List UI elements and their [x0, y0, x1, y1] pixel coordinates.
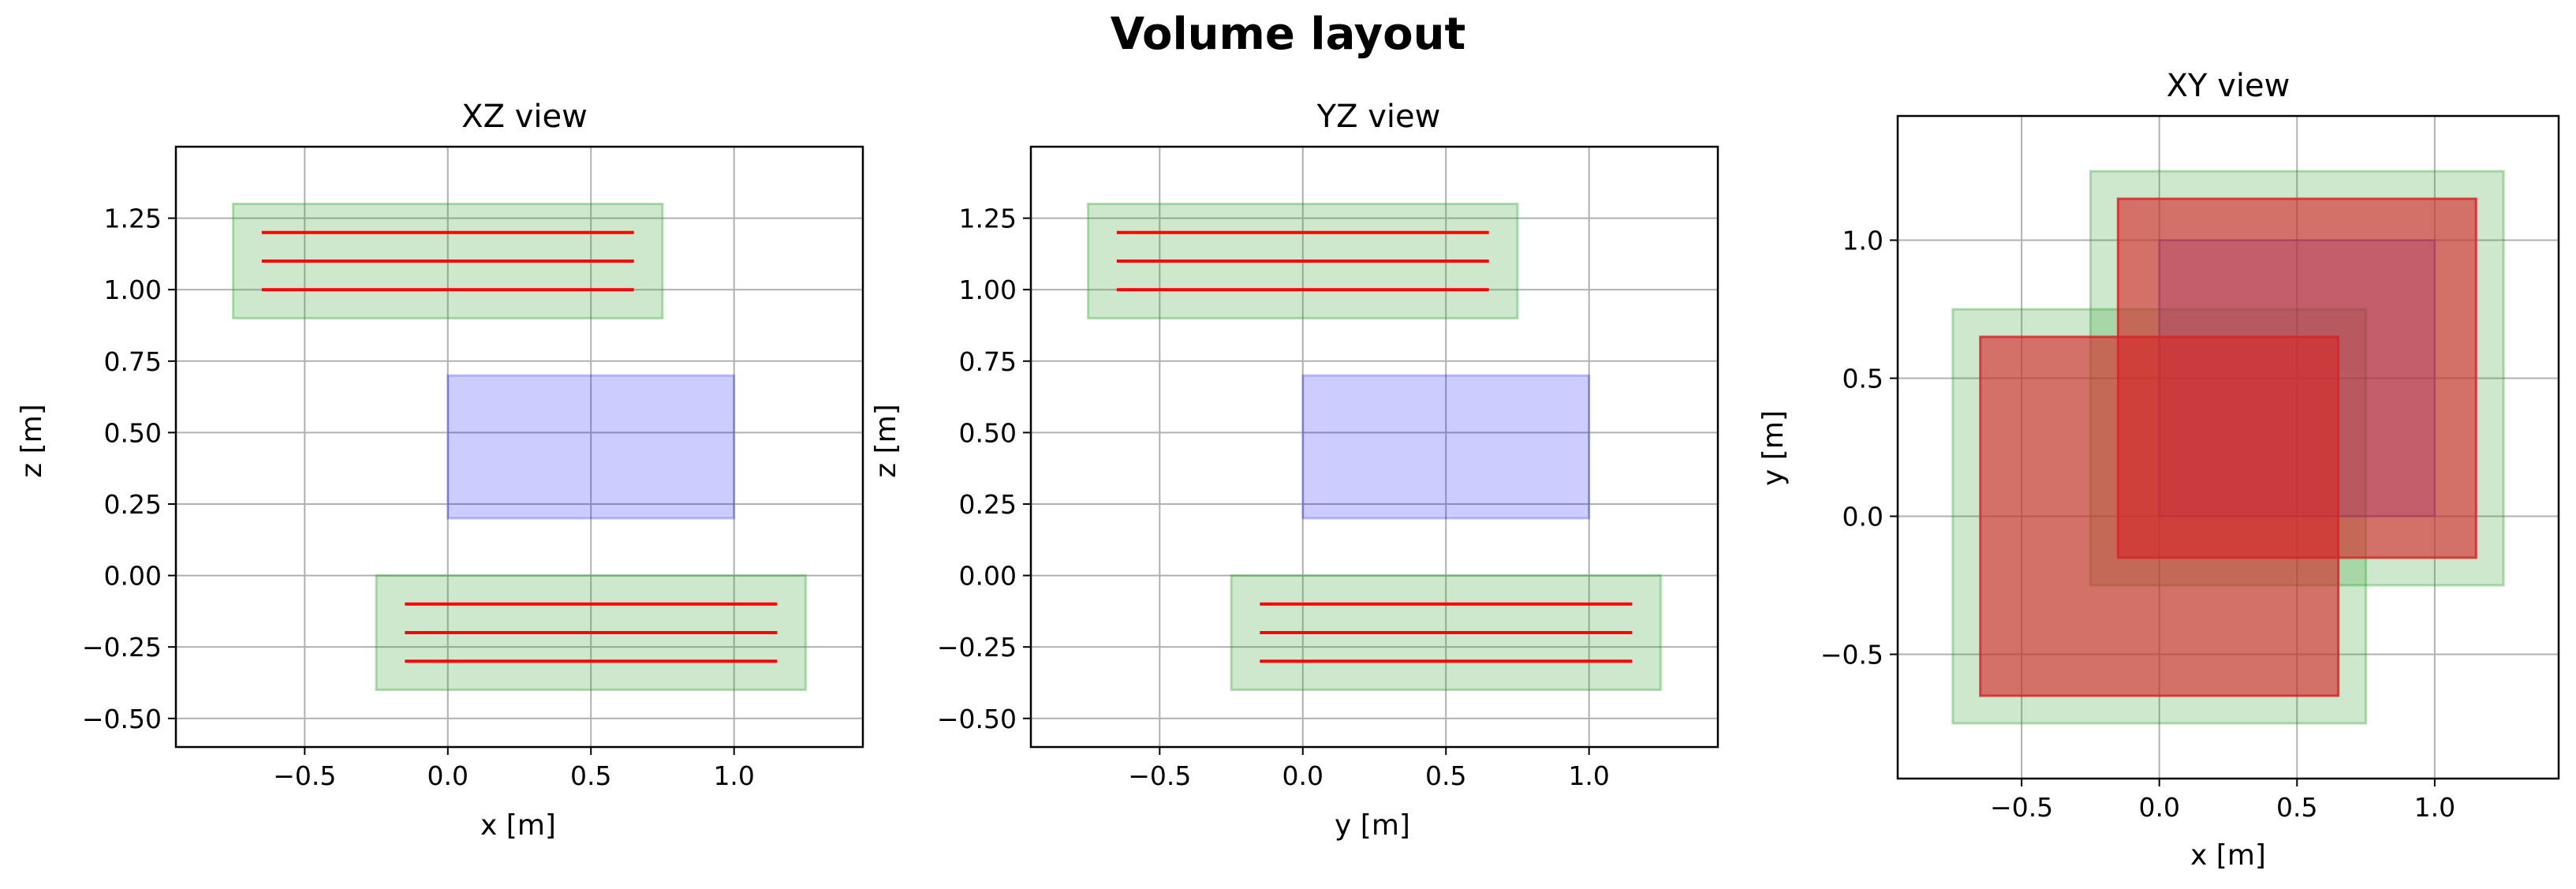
y-axis-label: z [m] [16, 404, 48, 478]
x-tick-label: 0.5 [2276, 792, 2317, 823]
x-tick-label: −0.5 [1128, 760, 1191, 791]
y-tick-label: 1.25 [959, 204, 1017, 234]
y-tick-label: 0.00 [104, 561, 162, 592]
y-tick-label: 0.00 [959, 561, 1017, 592]
axes-frame [1029, 145, 1719, 749]
xy-view-panel: XY view x [m] y [m] −0.5 0.0 0.5 1.0 −0.5 0.0… [1757, 68, 2560, 872]
x-tick-label: 0.5 [1425, 760, 1466, 791]
figure-title: Volume layout [1111, 9, 1466, 60]
y-tick-label: 0.50 [104, 417, 162, 448]
y-tick-label: −0.25 [82, 632, 162, 663]
y-tick-label: −0.5 [1820, 640, 1883, 670]
y-tick-label: −0.50 [937, 704, 1017, 734]
y-tick-label: −0.25 [937, 632, 1017, 663]
x-tick-label: 1.0 [1568, 760, 1609, 791]
y-tick-label: 0.75 [959, 346, 1017, 377]
y-tick-label: 0.75 [104, 346, 162, 377]
xz-view-panel: XZ view x [m] z [m] −0.5 0.0 0.5 1.0 −0.50 −0… [16, 99, 864, 842]
x-tick-label: 0.5 [570, 760, 611, 791]
x-tick-label: 1.0 [2414, 792, 2455, 823]
x-tick-label: 0.0 [1282, 760, 1323, 791]
panel-title: XY view [2167, 68, 2290, 104]
y-tick-label: −0.50 [82, 704, 162, 734]
x-axis-label: y [m] [1335, 809, 1410, 842]
x-tick-label: 0.0 [2138, 792, 2179, 823]
y-axis-label: y [m] [1757, 410, 1790, 486]
y-tick-label: 0.5 [1842, 364, 1883, 394]
axes-frame [1896, 114, 2560, 780]
x-axis-label: x [m] [2190, 839, 2266, 872]
blue-volume-rect [446, 374, 736, 520]
blue-volume-rect [1301, 374, 1591, 520]
y-tick-label: 1.00 [104, 275, 162, 305]
y-tick-label: 0.25 [959, 489, 1017, 520]
y-tick-label: 1.25 [104, 204, 162, 234]
yz-view-panel: YZ view y [m] z [m] −0.5 0.0 0.5 1.0 −0.50 −0… [870, 99, 1719, 842]
panel-title: YZ view [1316, 99, 1441, 135]
x-tick-label: −0.5 [1990, 792, 2053, 823]
x-tick-label: −0.5 [273, 760, 336, 791]
panel-title: XZ view [461, 99, 588, 135]
x-tick-label: 0.0 [427, 760, 469, 791]
y-tick-label: 0.25 [104, 489, 162, 520]
y-axis-label: z [m] [870, 404, 902, 478]
y-tick-label: 1.00 [959, 275, 1017, 305]
red-volume-rect [1979, 335, 2340, 697]
plot-area [1031, 147, 1718, 747]
y-tick-label: 0.0 [1842, 502, 1883, 532]
plot-area [176, 147, 863, 747]
x-axis-label: x [m] [480, 809, 556, 842]
y-tick-label: 0.50 [959, 417, 1017, 448]
x-tick-label: 1.0 [713, 760, 754, 791]
axes-frame [174, 145, 864, 749]
plot-area [1898, 116, 2559, 779]
y-tick-label: 1.0 [1842, 226, 1883, 256]
